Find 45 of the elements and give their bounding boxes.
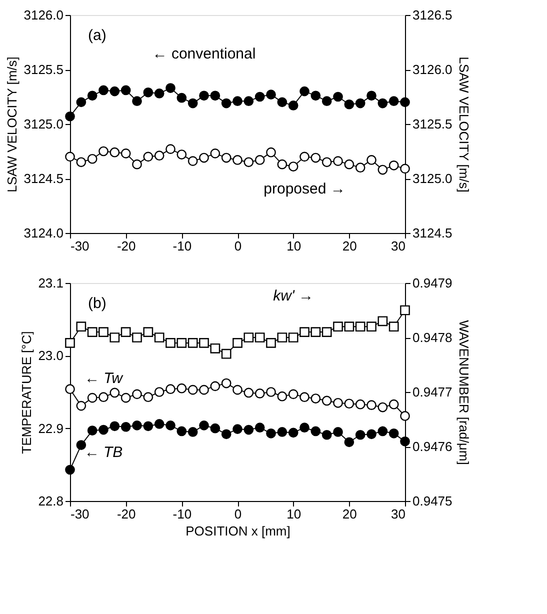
y2-tick-label: 0.9475 (412, 494, 452, 508)
x-tick-label: -30 (70, 506, 90, 522)
x-tick-label: -20 (116, 238, 136, 254)
x-tick-label: 0 (234, 506, 242, 522)
x-tick-label: -20 (116, 506, 136, 522)
y2-tick-label: 3126.5 (412, 8, 452, 22)
x-tick-label: 20 (342, 238, 357, 254)
y-tick-label: 23.1 (38, 276, 64, 290)
y2-tick-label: 3124.5 (412, 226, 452, 240)
y-tick-label: 22.9 (38, 420, 64, 436)
x-tick-label: 0 (234, 238, 242, 254)
y-axis-title: LSAW VELOCITY [m/s] (4, 56, 20, 192)
x-tick-label: -10 (172, 506, 192, 522)
annotation: (a) (88, 27, 106, 44)
series-label: kw' → (273, 288, 314, 304)
y2-tick-label: 3126.0 (412, 62, 452, 77)
x-tick-label: -10 (172, 238, 192, 254)
series-label: proposed → (264, 180, 346, 198)
x-tick-label: -30 (70, 238, 90, 254)
y2-tick-label: 0.9476 (412, 439, 452, 454)
x-tick-label: 10 (286, 238, 302, 254)
y-axis-title: TEMPERATURE [°C] (19, 331, 34, 454)
y-tick-label: 3125.5 (24, 62, 64, 77)
x-axis-title: POSITION x [mm] (186, 524, 290, 538)
y-tick-label: 3124.0 (24, 226, 64, 240)
y-tick-label: 3125.0 (24, 116, 64, 132)
series-label: ← conventional (152, 46, 256, 63)
annotation: (b) (88, 295, 106, 312)
y2-tick-label: 0.9479 (412, 276, 452, 290)
x-tick-label: 20 (342, 506, 357, 522)
series-label: ← TB (84, 444, 123, 461)
y2-tick-label: 0.9477 (412, 384, 452, 400)
x-tick-label: 30 (391, 506, 406, 522)
y2-tick-label: 3125.5 (412, 116, 452, 132)
y-tick-label: 22.8 (38, 494, 64, 508)
x-tick-label: 30 (391, 238, 406, 254)
y-tick-label: 23.0 (38, 348, 64, 364)
y2-tick-label: 3125.0 (412, 171, 452, 186)
y2-axis-title: LSAW VELOCITY [m/s] (456, 56, 472, 192)
y2-axis-title: WAVENUMBER [rad/μm] (456, 320, 472, 465)
x-tick-label: 10 (286, 506, 302, 522)
y-tick-label: 3124.5 (24, 171, 64, 186)
series-label: ← Tw (84, 370, 124, 388)
y2-tick-label: 0.9478 (412, 330, 452, 345)
y-tick-label: 3126.0 (24, 8, 64, 22)
